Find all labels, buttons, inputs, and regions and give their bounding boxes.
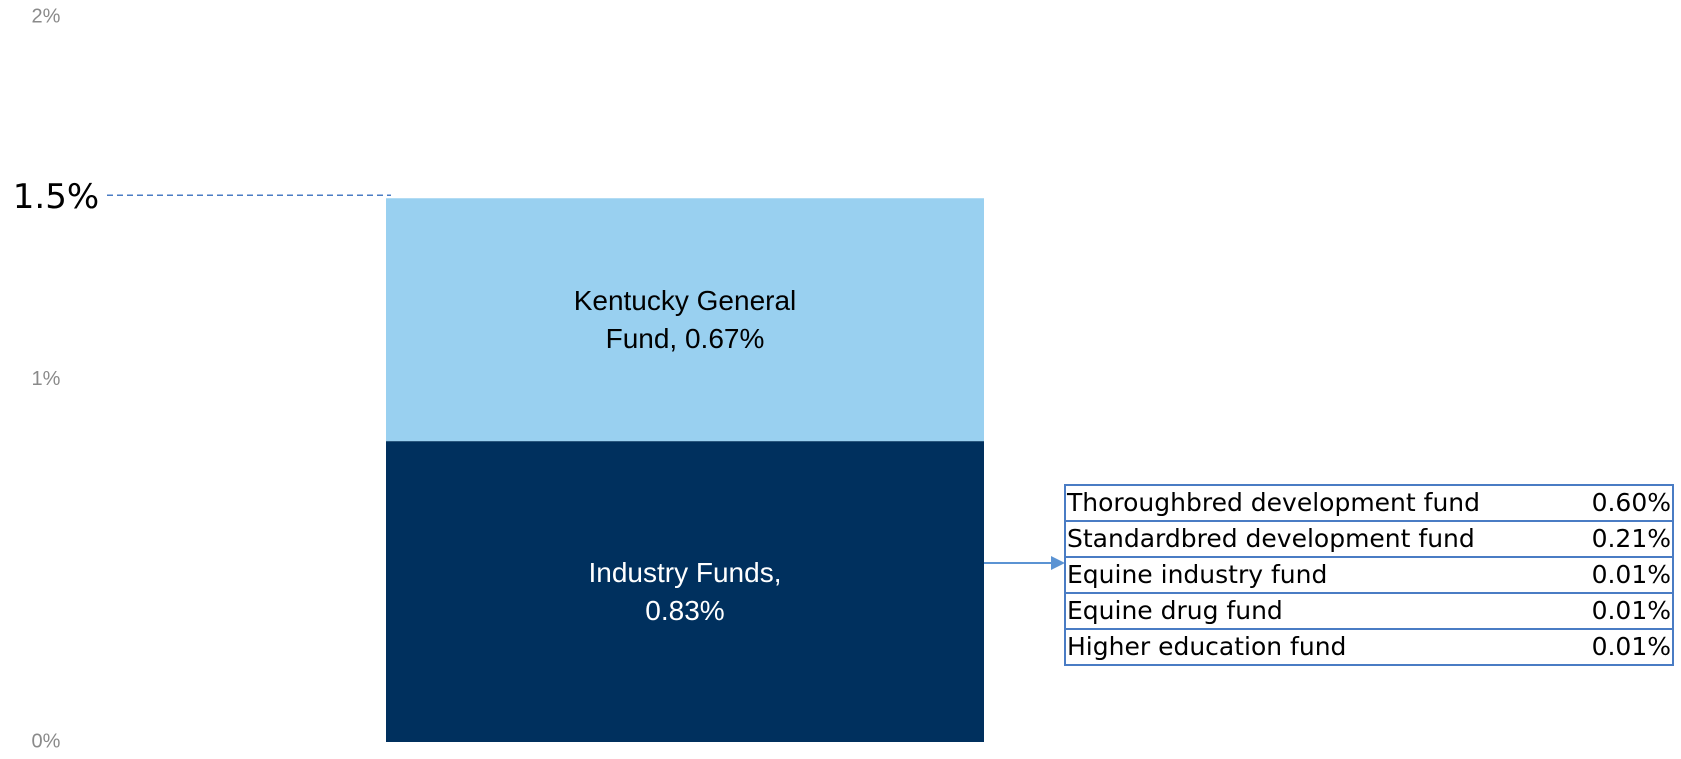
row-value: 0.21%	[1592, 524, 1671, 553]
segment-label: Kentucky General Fund, 0.67%	[573, 284, 797, 354]
segment-label-box: Industry Funds, 0.83%	[588, 556, 782, 626]
row-value: 0.01%	[1592, 596, 1671, 625]
y-tick-label: 1%	[32, 368, 61, 390]
row-label: Equine drug fund	[1067, 596, 1283, 625]
row-label: Higher education fund	[1067, 632, 1346, 661]
y-tick-label: 0%	[32, 730, 61, 752]
segment-label: Industry Funds, 0.83%	[588, 556, 782, 626]
row-label: Thoroughbred development fund	[1066, 488, 1480, 517]
row-label: Standardbred development fund	[1067, 524, 1475, 553]
bar-segment	[386, 441, 984, 742]
row-label: Equine industry fund	[1067, 560, 1327, 589]
row-value: 0.01%	[1592, 560, 1671, 589]
table-row	[1064, 628, 1674, 666]
y-tick-label: 2%	[32, 5, 61, 27]
annotation-label: 1.5%	[13, 177, 99, 217]
bar-segment	[386, 198, 984, 442]
row-value: 0.60%	[1592, 488, 1671, 517]
row-value: 0.01%	[1592, 632, 1671, 661]
segment-label-box: Kentucky General Fund, 0.67%	[573, 284, 797, 354]
arrow-head	[1051, 556, 1065, 570]
